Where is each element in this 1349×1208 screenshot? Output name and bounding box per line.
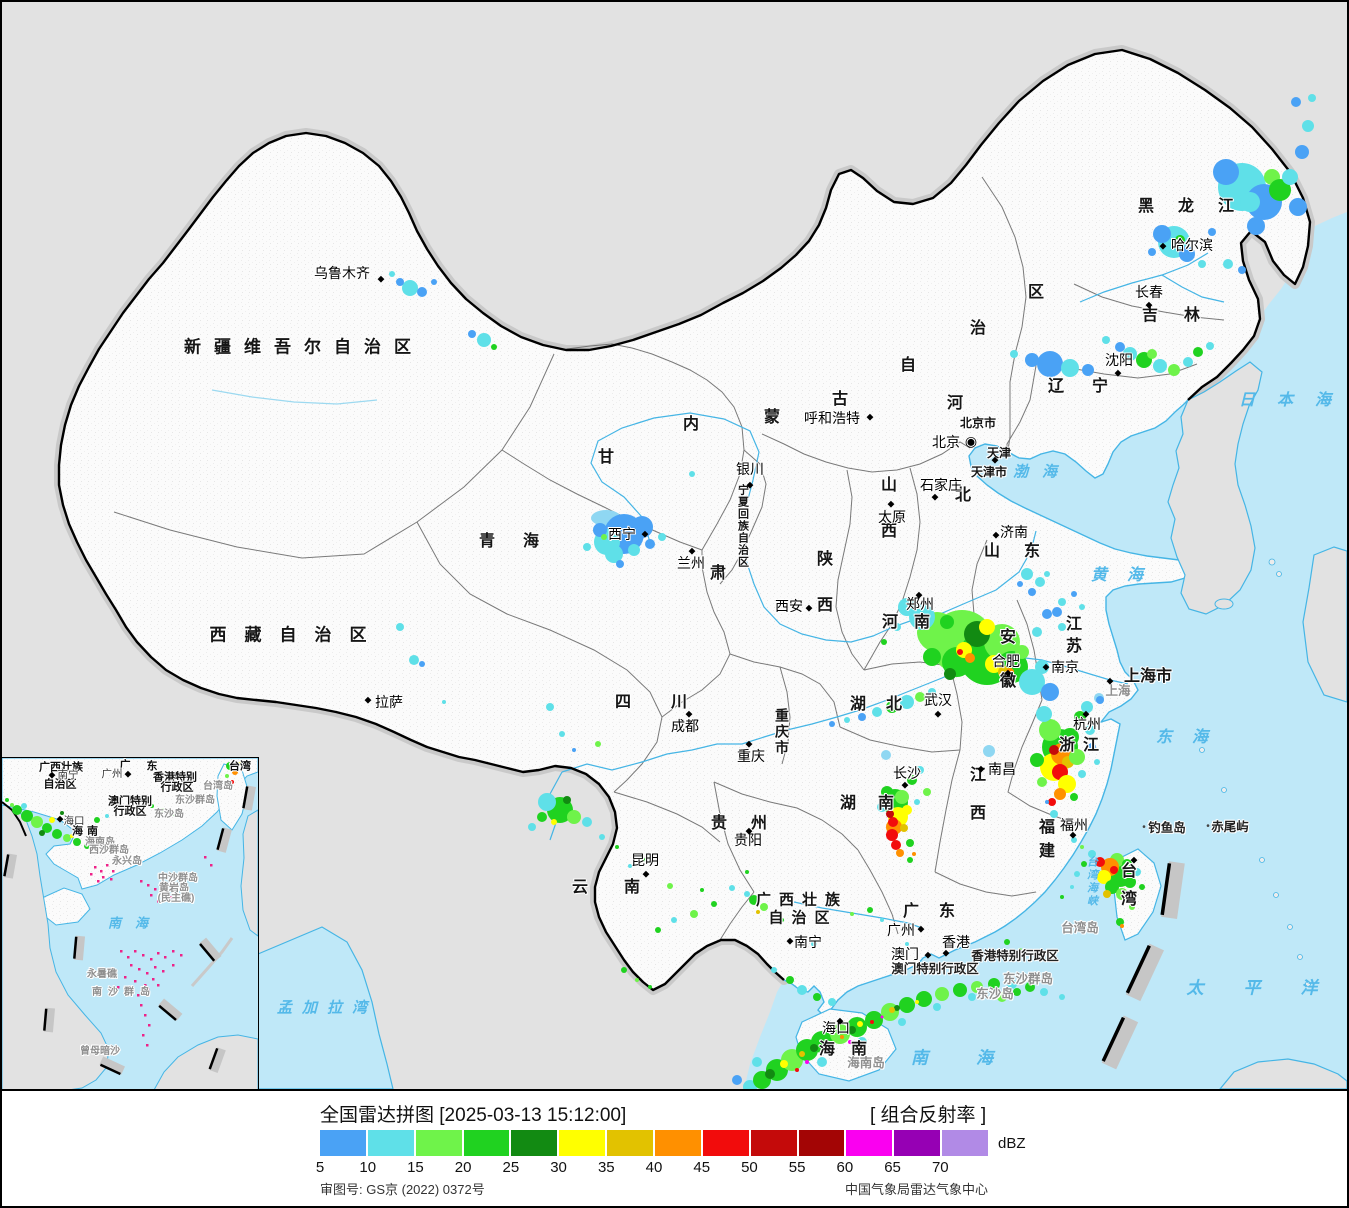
map-title: 全国雷达拼图 [2025-03-13 15:12:00] (320, 1105, 627, 1126)
inset-radar-echoes (5, 762, 242, 850)
tick-50: 50 (741, 1159, 758, 1176)
jeju-island (1214, 598, 1234, 610)
china-landmass (59, 50, 1310, 1016)
sea-bengal (257, 926, 394, 1089)
legend-panel: 全国雷达拼图 [2025-03-13 15:12:00] [ 组合反射率 ] d… (2, 1089, 1347, 1206)
maritime-boundary-dashes (1101, 861, 1185, 1070)
unit-label: dBZ (998, 1135, 1026, 1152)
dbz-colorbar (320, 1130, 989, 1156)
tick-10: 10 (359, 1159, 377, 1176)
colorbar-segment-55 (798, 1130, 847, 1156)
tick-35: 35 (597, 1159, 615, 1176)
tick-25: 25 (502, 1159, 520, 1176)
tick-45: 45 (693, 1159, 711, 1176)
colorbar-segment-70 (942, 1130, 989, 1156)
colorbar-segment-65 (894, 1130, 943, 1156)
inset-philippines (240, 809, 258, 937)
colorbar-segment-60 (846, 1130, 895, 1156)
south-china-sea-inset: 广西壮族 自治区广东香港特别 行政区 澳门特别 行政区 台湾 海南 南宁 ◆ 广州 ◆ 海口 ◆ 台湾岛东… (2, 757, 259, 1090)
tick-40: 40 (645, 1159, 663, 1176)
product-label: [ 组合反射率 ] (870, 1105, 987, 1126)
inset-taiwan (216, 763, 249, 831)
inset-nine-dash-line (3, 785, 257, 1076)
inset-island-marks (90, 856, 213, 1047)
luzon-land (1219, 1058, 1347, 1089)
korea-peninsula (1167, 361, 1263, 615)
inset-border-black (2, 801, 27, 837)
tick-20: 20 (454, 1159, 472, 1176)
inset-indochina (2, 804, 110, 1090)
tick-15: 15 (407, 1159, 424, 1176)
colorbar-segment-35 (607, 1130, 656, 1156)
colorbar-ticks: 5 10 15 20 25 30 35 40 45 50 55 60 65 70 (316, 1159, 988, 1179)
japan-kyushu (1302, 546, 1347, 703)
radar-echoes (389, 94, 1316, 1089)
approval-number: 审图号: GS京 (2022) 0372号 (320, 1182, 485, 1197)
tick-65: 65 (884, 1159, 901, 1176)
credit-label: 中国气象局雷达气象中心 (844, 1182, 988, 1197)
colorbar-segment-45 (702, 1130, 751, 1156)
china-coastline (783, 399, 1196, 1017)
tick-55: 55 (788, 1159, 806, 1176)
ryukyu-islands (1199, 558, 1311, 987)
colorbar-segment-5 (320, 1130, 368, 1156)
inset-basemap (2, 758, 258, 1090)
colorbar-segment-10 (367, 1130, 416, 1156)
tick-30: 30 (550, 1159, 567, 1176)
colorbar-segment-15 (415, 1130, 464, 1156)
inset-borneo (153, 1034, 258, 1090)
colorbar-segment-40 (655, 1130, 703, 1156)
colorbar-segment-25 (511, 1130, 560, 1156)
national-border (57, 48, 1312, 992)
tick-70: 70 (931, 1159, 949, 1176)
colorbar-segment-20 (463, 1130, 512, 1156)
colorbar-segment-30 (559, 1130, 608, 1156)
tick-60: 60 (836, 1159, 854, 1176)
tick-5: 5 (315, 1159, 325, 1176)
colorbar-segment-50 (750, 1130, 799, 1156)
province-boundaries (113, 176, 1225, 941)
